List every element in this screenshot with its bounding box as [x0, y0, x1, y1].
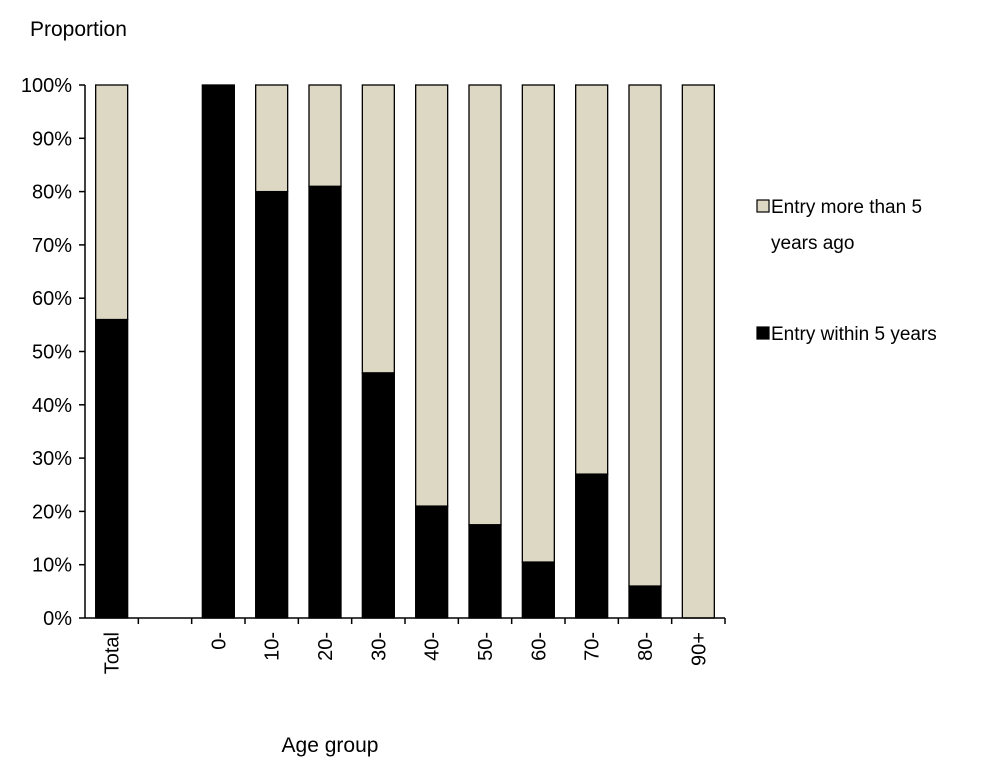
bar-segment-more-than-5-years: [255, 84, 289, 193]
x-ticks: Total 0- 10- 20- 30- 40- 50- 60- 70- 80- 90+: [102, 618, 726, 674]
bar-segment-within-5-years: [575, 473, 609, 619]
bar-segment-within-5-years: [95, 318, 129, 619]
x-tick-label: 40-: [422, 632, 444, 661]
y-tick-label: 70%: [32, 235, 72, 257]
legend-label: Entry more than 5: [771, 197, 922, 218]
bar-segment-more-than-5-years: [681, 84, 715, 619]
x-tick-label: Total: [102, 632, 124, 674]
x-tick-label: 0-: [208, 632, 230, 650]
legend-swatch: [756, 326, 770, 340]
legend: Entry more than 5 years ago Entry within 5…: [756, 197, 937, 345]
x-tick-label: 90+: [688, 632, 710, 666]
bar-segment-more-than-5-years: [628, 84, 662, 587]
y-tick-label: 20%: [32, 501, 72, 523]
bar-segment-within-5-years: [628, 585, 662, 619]
y-ticks: 0% 10% 20% 30% 40% 50% 60% 70% 80% 90% 100%: [21, 75, 85, 630]
x-tick-label: 60-: [528, 632, 550, 661]
x-tick-label: 70-: [582, 632, 604, 661]
bar-segment-more-than-5-years: [308, 84, 342, 187]
bar-segment-more-than-5-years: [575, 84, 609, 475]
legend-swatch: [756, 199, 770, 213]
y-tick-label: 40%: [32, 395, 72, 417]
bar-segment-within-5-years: [361, 372, 395, 619]
x-tick-label: 80-: [635, 632, 657, 661]
x-axis-title: Age group: [282, 734, 379, 757]
bars-layer: [95, 84, 715, 619]
y-tick-label: 100%: [21, 75, 72, 97]
y-tick-label: 10%: [32, 555, 72, 577]
bar-segment-within-5-years: [468, 524, 502, 619]
x-tick-label: 20-: [315, 632, 337, 661]
y-tick-label: 30%: [32, 448, 72, 470]
y-axis-title: Proportion: [30, 18, 127, 41]
y-tick-label: 50%: [32, 342, 72, 364]
bar-segment-within-5-years: [521, 561, 555, 619]
legend-label: Entry within 5 years: [771, 324, 937, 345]
bar-segment-more-than-5-years: [95, 84, 129, 321]
bar-segment-within-5-years: [255, 190, 289, 619]
bar-segment-within-5-years: [308, 185, 342, 619]
y-tick-label: 60%: [32, 288, 72, 310]
legend-label-line2: years ago: [771, 233, 854, 254]
bar-segment-more-than-5-years: [521, 84, 555, 563]
bar-segment-more-than-5-years: [361, 84, 395, 374]
x-tick-label: 50-: [475, 632, 497, 661]
x-tick-label: 30-: [368, 632, 390, 661]
bar-segment-more-than-5-years: [468, 84, 502, 526]
bar-segment-more-than-5-years: [415, 84, 449, 507]
bar-segment-within-5-years: [415, 505, 449, 619]
x-tick-label: 10-: [262, 632, 284, 661]
y-tick-label: 90%: [32, 128, 72, 150]
y-tick-label: 0%: [43, 608, 72, 630]
bar-segment-within-5-years: [201, 84, 235, 619]
y-tick-label: 80%: [32, 182, 72, 204]
